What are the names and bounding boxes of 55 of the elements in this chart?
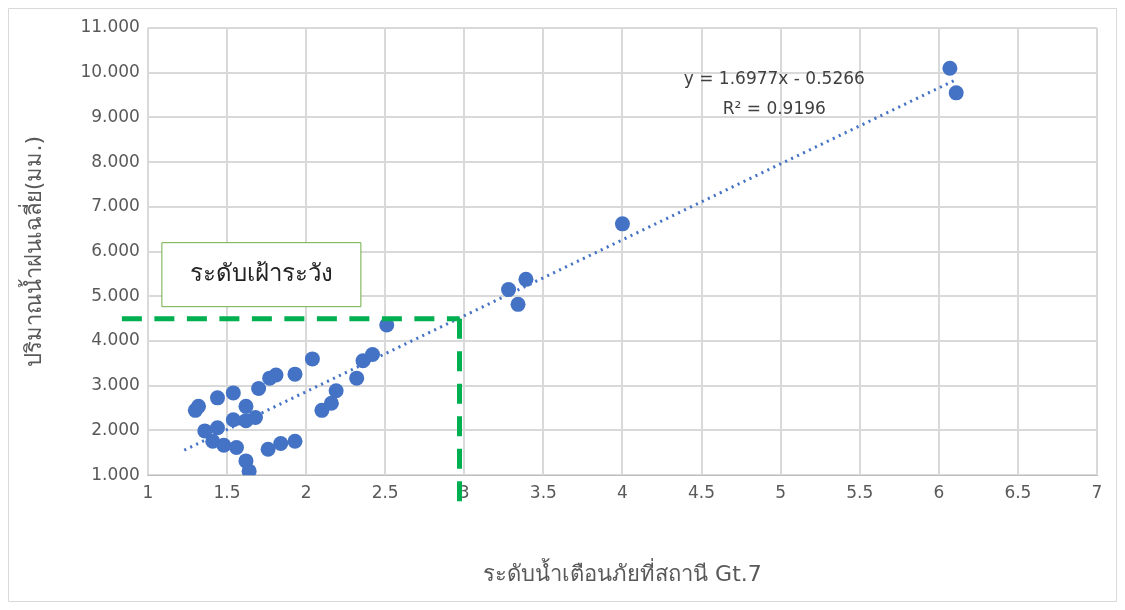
point [287,433,303,449]
y-tick-label: 1.000 [91,463,140,484]
y-tick-label: 7.000 [91,195,140,216]
x-tick-label: 3.5 [529,481,557,502]
point [614,216,630,232]
point [942,60,958,76]
point [191,398,206,414]
x-tick-label: 4.5 [688,481,716,502]
y-tick-label: 4.000 [91,329,140,350]
point [247,410,263,426]
point [209,420,225,436]
point [328,383,344,399]
x-tick-label: 2.5 [371,481,399,502]
x-tick-label: 7 [1091,481,1103,502]
point [260,441,276,457]
x-tick-label: 1 [142,481,154,502]
point [518,271,534,287]
x-axis-title: ระดับน้ำเตือนภัยที่สถานี Gt.7 [483,557,762,586]
y-tick-label: 6.000 [91,240,140,261]
point [268,367,284,383]
x-tick-label: 2 [300,481,312,502]
point [365,346,381,362]
point [225,412,241,428]
y-tick-label: 5.000 [91,284,140,305]
annotation: y = 1.6977x - 0.5266 [683,68,865,89]
point [323,395,339,411]
point [510,296,526,312]
point [225,385,241,401]
point [287,366,303,382]
point [251,380,267,396]
point [216,437,232,453]
ref-line-label: ระดับเฝ้าระวัง [189,258,333,287]
annotation: R² = 0.9196 [722,98,826,119]
y-tick-label: 10.000 [80,61,140,82]
x-tick-label: 4 [617,481,628,502]
x-tick-label: 1.5 [213,481,241,502]
x-tick-label: 6 [933,481,945,502]
point [209,390,225,406]
point [238,398,254,414]
x-tick-label: 6.5 [1004,481,1032,502]
point [228,439,244,455]
point [501,282,517,298]
point [241,463,257,476]
point [304,351,320,367]
x-tick-label: 5.5 [846,481,874,502]
point [349,370,365,386]
x-tick-label: 5 [775,481,787,502]
point [948,85,964,101]
y-tick-label: 3.000 [91,374,140,395]
y-tick-label: 2.000 [91,418,140,439]
point [273,435,289,451]
y-tick-label: 8.000 [91,150,140,171]
y-tick-label: 9.000 [91,105,140,126]
y-axis-title: ปริมาณน้ำฝนเฉลี่ย(มม.) [17,136,46,368]
y-tick-label: 11.000 [80,16,140,37]
